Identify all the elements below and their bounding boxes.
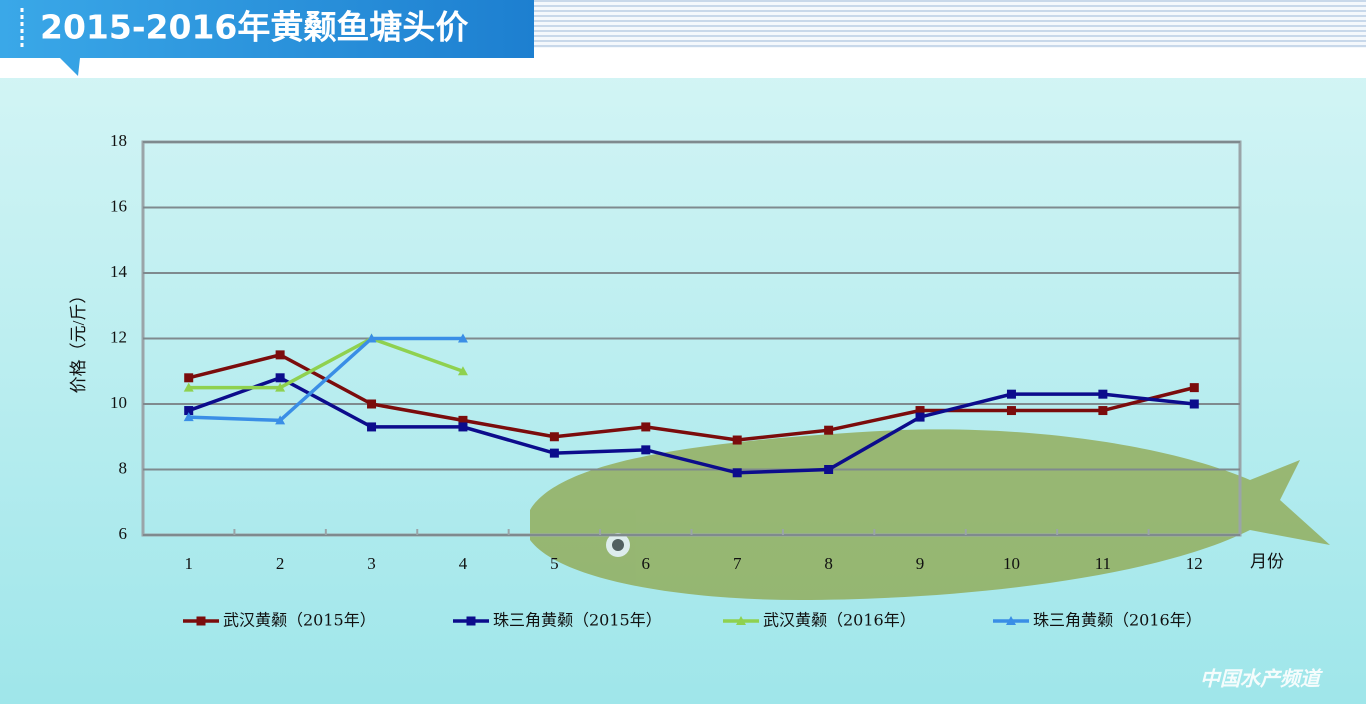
data-point: [1189, 383, 1199, 393]
y-tick-label: 6: [119, 524, 128, 543]
y-tick-label: 10: [110, 393, 127, 412]
data-point: [1098, 389, 1108, 399]
data-point: [915, 406, 925, 416]
data-point: [549, 448, 559, 458]
data-point: [824, 425, 834, 435]
series-line: [188, 353, 1195, 442]
series-line: [188, 336, 463, 423]
data-point: [275, 415, 286, 425]
data-point: [915, 412, 925, 422]
data-point: [184, 406, 194, 416]
legend-marker: [196, 616, 206, 626]
chart-title: 2015-2016年黄颡鱼塘头价: [40, 8, 468, 47]
data-point: [367, 399, 377, 409]
data-point: [641, 422, 651, 432]
series-line: [188, 336, 464, 390]
header-bar: [0, 0, 534, 76]
legend-label: 珠三角黄颡（2016年）: [1033, 611, 1202, 630]
x-tick-label: 11: [1095, 554, 1111, 573]
data-point: [1189, 399, 1199, 409]
data-point: [1098, 406, 1108, 416]
data-point: [641, 445, 651, 455]
x-tick-label: 12: [1186, 554, 1203, 573]
data-point: [275, 350, 285, 360]
y-tick-label: 12: [110, 327, 127, 346]
legend-marker: [1006, 616, 1016, 625]
data-point: [732, 435, 742, 445]
data-point: [275, 382, 286, 392]
y-tick-label: 18: [110, 131, 127, 150]
legend-label: 武汉黄颡（2015年）: [223, 611, 376, 630]
y-tick-label: 14: [110, 262, 128, 281]
data-point: [732, 468, 742, 478]
legend-marker: [736, 616, 746, 625]
data-point: [458, 422, 468, 432]
data-point: [458, 415, 468, 425]
data-point: [549, 432, 559, 442]
data-point: [183, 382, 194, 392]
data-point: [1006, 389, 1016, 399]
x-tick-label: 6: [642, 554, 651, 573]
data-point: [183, 412, 194, 422]
header-stripes: [534, 0, 1366, 48]
x-tick-label: 1: [184, 554, 193, 573]
data-point: [367, 422, 377, 432]
data-point: [366, 333, 377, 343]
data-point: [457, 366, 468, 376]
data-point: [457, 333, 468, 343]
watermark: 中国水产频道: [1200, 667, 1323, 691]
data-point: [824, 465, 834, 474]
x-tick-label: 5: [550, 554, 559, 573]
y-tick-label: 8: [119, 458, 128, 477]
x-tick-label: 10: [1003, 554, 1020, 573]
x-axis-label: 月份: [1250, 552, 1284, 571]
x-tick-label: 9: [916, 554, 925, 573]
data-point: [275, 373, 285, 383]
y-axis-label: 价格（元/斤）: [69, 287, 88, 394]
data-point: [1006, 406, 1016, 416]
legend-label: 珠三角黄颡（2015年）: [493, 611, 662, 630]
x-tick-label: 4: [459, 554, 468, 573]
series-line: [188, 375, 1195, 475]
legend-label: 武汉黄颡（2016年）: [763, 611, 916, 630]
legend-marker: [466, 616, 476, 626]
data-point: [184, 373, 194, 383]
x-tick-label: 7: [733, 554, 742, 573]
x-tick-label: 3: [367, 554, 376, 573]
y-tick-label: 16: [110, 196, 127, 215]
x-tick-label: 8: [824, 554, 833, 573]
x-tick-label: 2: [276, 554, 285, 573]
